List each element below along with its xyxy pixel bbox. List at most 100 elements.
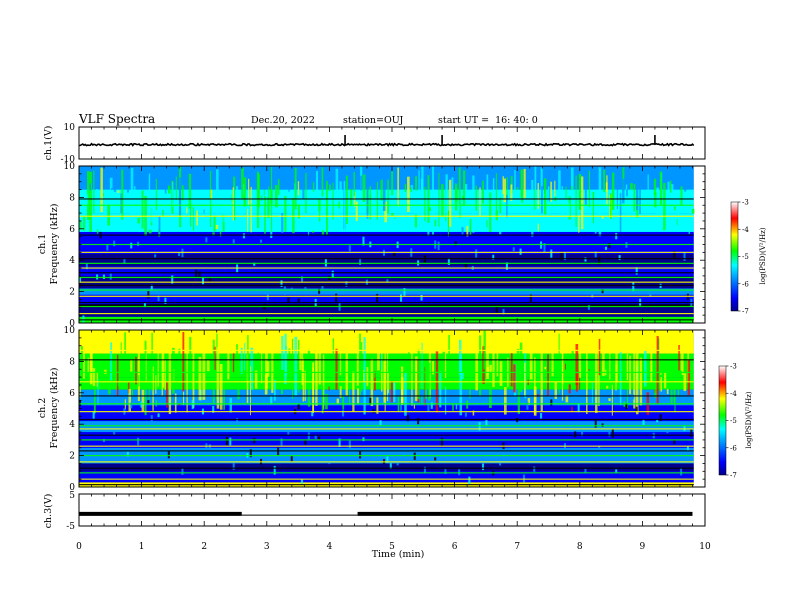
spectrogram-interference-line — [79, 411, 694, 413]
spectrogram-speckle — [502, 308, 505, 315]
spectrogram-streak — [166, 381, 168, 408]
spectrogram-streak — [578, 369, 581, 390]
spectrogram-interference-line — [79, 262, 694, 264]
spectrogram-band — [79, 330, 694, 354]
spectrogram-speckle — [649, 289, 652, 297]
spectrogram-streak — [240, 200, 244, 231]
spectrogram-streak — [281, 374, 283, 394]
ch3-ytick-top: 5 — [69, 491, 75, 501]
spectrogram-streak — [380, 179, 383, 201]
ch1-spectrogram-ylabel: Frequency (kHz) — [49, 204, 60, 285]
spectrogram-streak — [157, 341, 159, 387]
spectrogram-streak — [393, 382, 396, 403]
spectrogram-streak — [281, 336, 284, 370]
spectrogram-streak — [264, 196, 266, 234]
spectrogram-streak — [155, 375, 157, 394]
spectrogram-band — [79, 421, 694, 433]
spectrogram-speckle — [79, 400, 82, 407]
spectrogram-speckle — [150, 284, 153, 291]
spectrogram-streak — [606, 385, 609, 389]
spectrogram-speckle — [376, 293, 379, 303]
x-tick-label: 9 — [640, 542, 646, 552]
spectrogram-streak — [677, 371, 680, 397]
spectrogram-streak — [332, 182, 334, 220]
spectrogram-speckle — [195, 269, 198, 279]
spectrogram-interference-line — [79, 204, 694, 206]
spectrogram-streak — [386, 336, 389, 402]
spectrogram-speckle — [427, 230, 430, 236]
spectrogram-speckle — [632, 282, 635, 292]
spectrogram-speckle — [656, 419, 659, 423]
spectrogram-streak — [232, 353, 235, 374]
ch2-spectrogram-panel: 0 2 4 6 8 10 ch.2 Frequency (kHz) — [37, 326, 706, 493]
spectrogram-speckle — [102, 438, 105, 443]
spectrogram-streak — [540, 334, 543, 412]
spectrogram-streak — [452, 403, 454, 411]
spectrogram-streak — [223, 354, 227, 380]
ch1-ticks — [78, 127, 706, 159]
spectrogram-speckle — [369, 397, 372, 405]
spectrogram-streak — [479, 350, 482, 377]
spectrogram-streak — [312, 366, 314, 412]
spectrogram-streak — [475, 185, 478, 211]
spectrogram-speckle — [642, 419, 645, 426]
ch1-colorbar-gradient — [730, 201, 739, 312]
spectrogram-streak — [547, 186, 550, 214]
spectrogram-speckle — [242, 233, 245, 239]
ch1-spectrogram-ytick-label: 4 — [69, 256, 75, 266]
spectrogram-streak — [421, 342, 423, 389]
spectrogram-speckle — [335, 293, 338, 302]
spectrogram-speckle — [341, 410, 345, 417]
spectrogram-band — [79, 405, 694, 422]
spectrogram-streak — [250, 186, 252, 233]
spectrogram-interference-line — [79, 295, 694, 297]
spectrogram-speckle — [338, 438, 341, 448]
spectrogram-streak — [615, 331, 618, 383]
spectrogram-interference-line — [79, 281, 694, 283]
spectrogram-speckle — [512, 247, 515, 252]
spectrogram-streak — [673, 370, 676, 403]
spectrogram-streak — [240, 347, 243, 375]
spectrogram-streak — [352, 371, 355, 412]
spectrogram-speckle — [635, 406, 638, 412]
spectrogram-speckle — [126, 451, 129, 457]
spectrogram-streak — [213, 215, 216, 232]
spectrogram-streak — [302, 166, 305, 200]
spectrogram-streak — [564, 363, 567, 370]
spectrogram-interference-line — [79, 284, 694, 286]
spectrogram-speckle — [324, 258, 327, 267]
spectrogram-streak — [329, 184, 331, 192]
spectrogram-streak — [466, 226, 469, 237]
spectrogram-streak — [297, 181, 300, 196]
spectrogram-streak — [633, 351, 636, 409]
spectrogram-speckle — [584, 468, 587, 473]
spectrogram-streak — [442, 351, 446, 374]
spectrogram-streak — [128, 388, 132, 412]
spectrogram-interference-line — [79, 272, 694, 274]
ch2-spectrogram-ylabel-channel: ch.2 — [37, 398, 48, 419]
spectrogram-streak — [629, 355, 632, 395]
spectrogram-streak — [216, 347, 220, 409]
x-tick-label: 1 — [139, 542, 145, 552]
spectrogram-speckle — [314, 435, 317, 439]
spectrogram-streak — [366, 180, 369, 219]
spectrogram-speckle — [304, 287, 307, 292]
spectrogram-streak — [339, 346, 342, 376]
spectrogram-streak — [391, 212, 394, 216]
spectrogram-speckle — [492, 254, 495, 260]
spectrogram-streak — [527, 397, 531, 405]
spectrogram-streak — [401, 201, 404, 225]
spectrogram-streak — [420, 178, 423, 226]
spectrogram-speckle — [386, 456, 389, 463]
spectrogram-streak — [206, 189, 209, 204]
spectrogram-band — [79, 266, 694, 276]
spectrogram-speckle — [574, 431, 577, 438]
spectrogram-speckle — [160, 424, 164, 431]
spectrogram-streak — [247, 208, 249, 232]
spectrogram-speckle — [427, 403, 430, 412]
spectrogram-interference-line — [79, 403, 694, 405]
spectrogram-streak — [130, 168, 134, 224]
spectrogram-streak — [297, 204, 300, 219]
spectrogram-speckle — [584, 257, 587, 262]
